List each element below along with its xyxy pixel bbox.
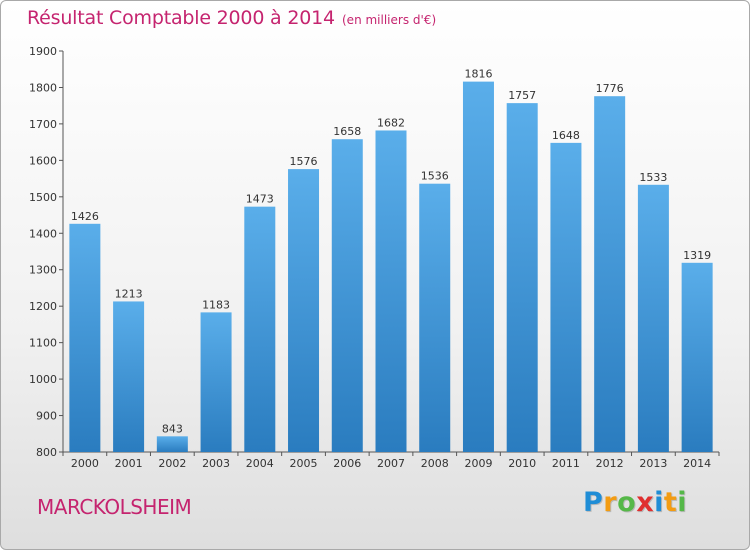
- x-tick-label: 2010: [508, 457, 536, 470]
- bar-2007: [375, 130, 407, 453]
- x-tick-label: 2014: [683, 457, 711, 470]
- y-tick-label: 1700: [29, 118, 57, 131]
- y-tick-label: 1000: [29, 373, 57, 386]
- x-tick-label: 2004: [246, 457, 274, 470]
- data-label-2006: 1658: [333, 125, 361, 138]
- chart-title: Résultat Comptable 2000 à 2014: [27, 7, 335, 29]
- data-label-2000: 1426: [71, 210, 99, 223]
- x-tick-label: 2003: [202, 457, 230, 470]
- bar-2008: [419, 183, 451, 452]
- x-tick-label: 2011: [552, 457, 580, 470]
- x-tick-label: 2000: [71, 457, 99, 470]
- y-tick-label: 1800: [29, 81, 57, 94]
- bar-2006: [331, 139, 363, 452]
- x-tick-label: 2008: [421, 457, 449, 470]
- data-label-2008: 1536: [421, 170, 449, 183]
- bar-2003: [200, 312, 232, 452]
- bar-2010: [506, 103, 538, 452]
- bar-2000: [69, 223, 101, 452]
- bar-2009: [462, 81, 494, 452]
- y-tick-label: 1500: [29, 191, 57, 204]
- bar-2004: [244, 206, 276, 452]
- data-label-2004: 1473: [246, 193, 274, 206]
- y-tick-label: 1100: [29, 337, 57, 350]
- y-tick-label: 1900: [29, 45, 57, 58]
- data-label-2010: 1757: [508, 89, 536, 102]
- logo-letter: i: [677, 487, 688, 518]
- bar-2011: [550, 142, 582, 452]
- logo-letter: x: [636, 487, 655, 518]
- y-tick-label: 1200: [29, 300, 57, 313]
- logo-letter: P: [583, 487, 604, 518]
- data-label-2013: 1533: [639, 171, 667, 184]
- x-tick-label: 2013: [639, 457, 667, 470]
- y-tick-label: 1400: [29, 227, 57, 240]
- logo-letter: t: [663, 487, 678, 518]
- chart-unit-subtitle: (en milliers d'€): [342, 13, 437, 27]
- logo-letter: i: [654, 487, 664, 518]
- x-tick-label: 2009: [464, 457, 492, 470]
- data-label-2012: 1776: [596, 82, 624, 95]
- data-label-2005: 1576: [290, 155, 318, 168]
- bar-2012: [594, 96, 626, 452]
- logo-letter: o: [617, 487, 637, 518]
- x-tick-label: 2005: [290, 457, 318, 470]
- x-tick-label: 2001: [115, 457, 143, 470]
- proxiti-logo: Proxiti: [583, 487, 687, 518]
- data-label-2007: 1682: [377, 116, 405, 129]
- x-tick-label: 2006: [333, 457, 361, 470]
- logo-letter: r: [603, 487, 618, 518]
- bar-2001: [113, 301, 145, 452]
- bar-2014: [681, 262, 713, 452]
- data-label-2009: 1816: [464, 68, 492, 81]
- x-tick-label: 2007: [377, 457, 405, 470]
- bar-2005: [288, 169, 320, 452]
- data-label-2011: 1648: [552, 129, 580, 142]
- data-label-2002: 843: [162, 422, 183, 435]
- y-tick-label: 900: [36, 410, 57, 423]
- bar-2002: [156, 436, 188, 452]
- municipality-name: MARCKOLSHEIM: [37, 495, 192, 519]
- x-tick-label: 2002: [158, 457, 186, 470]
- x-tick-label: 2012: [596, 457, 624, 470]
- y-tick-label: 1300: [29, 264, 57, 277]
- bar-2013: [637, 184, 669, 452]
- y-tick-label: 800: [36, 446, 57, 459]
- y-tick-label: 1600: [29, 154, 57, 167]
- data-label-2014: 1319: [683, 249, 711, 262]
- data-label-2001: 1213: [115, 287, 143, 300]
- data-label-2003: 1183: [202, 298, 230, 311]
